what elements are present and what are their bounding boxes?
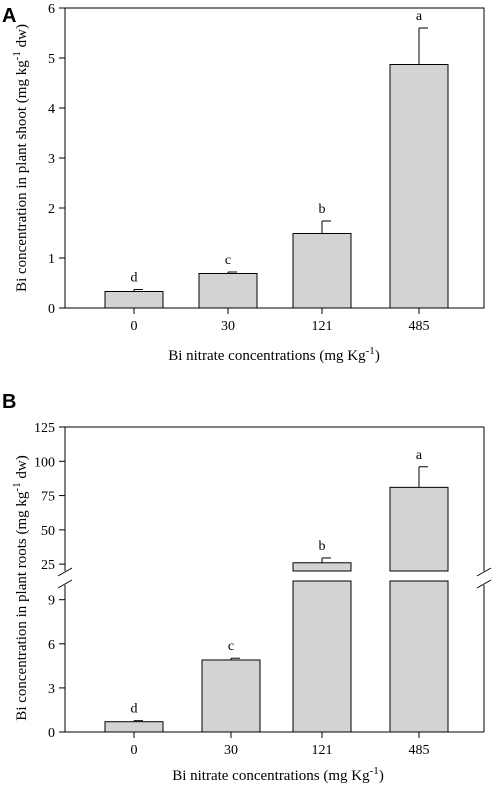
- panel-b-axis-break-mark-left: [57, 567, 73, 577]
- panel-a-significance-label: b: [319, 202, 326, 217]
- panel-b-ylabel-end: dw): [14, 455, 30, 482]
- panel-a-bar: [104, 291, 164, 309]
- panel-a-y-tick-label: 1: [48, 252, 55, 267]
- panel-b-x-tick-label: 0: [131, 743, 138, 758]
- panel-a-bar: [292, 233, 352, 309]
- panel-b-y-tick-label: 50: [41, 524, 55, 539]
- panel-a-x-tick-label: 485: [409, 319, 430, 334]
- panel-a-significance-label: a: [416, 9, 423, 24]
- panel-b-axis-break-mark-right: [476, 579, 492, 589]
- panel-b-bar: [201, 659, 261, 733]
- panel-b-axis-break-mark-right: [476, 567, 492, 577]
- panel-b-axis-break-mark-left: [57, 579, 73, 589]
- panel-a-y-tick-label: 3: [48, 152, 55, 167]
- panel-b-y-tick-label: 100: [34, 455, 55, 470]
- panel-b-xlabel-end: ): [379, 768, 384, 784]
- panel-a-bar: [198, 273, 258, 309]
- panel-b-y-tick-label: 6: [48, 638, 55, 653]
- panel-a-ylabel-end: dw): [14, 24, 30, 51]
- panel-a-axes: 0 1 2 3 4 5 6 0 30 121 485: [48, 2, 430, 334]
- panel-b-significance-label: b: [319, 539, 326, 554]
- panel-b-ylabel-main: Bi concentration in plant roots (mg kg: [14, 491, 30, 721]
- panel-b-bar-upper: [389, 486, 449, 572]
- panel-b-y-tick-label: 3: [48, 682, 55, 697]
- panel-b-letter: B: [2, 391, 16, 413]
- panel-a-y-tick-label: 6: [48, 2, 55, 17]
- panel-a-x-tick-label: 30: [221, 319, 235, 334]
- panel-a-xlabel-end: ): [375, 348, 380, 364]
- panel-a-x-tick-label: 0: [131, 319, 138, 334]
- panel-a-y-tick-label: 2: [48, 202, 55, 217]
- panel-a-y-tick-label: 4: [48, 102, 55, 117]
- panel-b-significance-label: d: [131, 702, 138, 717]
- panel-b-bar: [104, 721, 164, 733]
- panel-b-x-tick-label: 121: [312, 743, 333, 758]
- panel-a-ylabel-sup: -1: [11, 51, 23, 60]
- panel-b-x-tick-label: 485: [409, 743, 430, 758]
- panel-a-significance-label: c: [225, 253, 231, 268]
- panel-b-y-axis-title: Bi concentration in plant roots (mg kg-1…: [11, 455, 30, 720]
- panel-a-letter: A: [2, 5, 16, 27]
- panel-a-xlabel-main: Bi nitrate concentrations (mg Kg: [168, 348, 366, 364]
- panel-a: A 0 1 2 3 4 5 6 0 30 121 485 d c b a Bi nitrate conce…: [2, 2, 485, 364]
- panel-a-ylabel-main: Bi concentration in plant shoot (mg kg: [14, 60, 30, 292]
- panel-b: B 25 50 75 100 125 0 3 6 9 0 30 121 485 d c b a Bi nitr…: [2, 391, 492, 784]
- panel-a-y-tick-label: 5: [48, 52, 55, 67]
- panel-a-y-tick-label: 0: [48, 302, 55, 317]
- panel-a-bar: [389, 64, 449, 309]
- panel-b-xlabel-sup: -1: [370, 765, 379, 777]
- panel-b-xlabel-main: Bi nitrate concentrations (mg Kg: [172, 768, 370, 784]
- panel-b-bar-lower: [389, 580, 449, 733]
- panel-a-xlabel-sup: -1: [366, 345, 375, 357]
- panel-b-bar-lower: [292, 580, 352, 733]
- panel-b-y-tick-label: 9: [48, 594, 55, 609]
- panel-a-bars: d c b a: [104, 9, 449, 309]
- panel-b-axes: 25 50 75 100 125 0 3 6 9 0 30 121 485: [34, 421, 430, 758]
- panel-b-x-axis-title: Bi nitrate concentrations (mg Kg-1): [172, 765, 384, 784]
- panel-a-y-axis-title: Bi concentration in plant shoot (mg kg-1…: [11, 24, 30, 292]
- panel-b-x-tick-label: 30: [224, 743, 238, 758]
- panel-b-significance-label: c: [228, 639, 234, 654]
- panel-a-x-axis-title: Bi nitrate concentrations (mg Kg-1): [168, 345, 380, 364]
- panel-b-y-tick-label: 75: [41, 490, 55, 505]
- panel-b-bar-upper: [292, 562, 352, 572]
- panel-b-y-tick-label: 0: [48, 726, 55, 741]
- panel-b-significance-label: a: [416, 448, 423, 463]
- panel-b-ylabel-sup: -1: [11, 482, 23, 491]
- panel-b-y-tick-label: 25: [41, 558, 55, 573]
- panel-a-significance-label: d: [131, 271, 138, 286]
- panel-a-x-tick-label: 121: [312, 319, 333, 334]
- panel-b-y-tick-label: 125: [34, 421, 55, 436]
- panel-b-bars: d c b a: [104, 448, 449, 733]
- panel-b-plot-frame: [57, 426, 492, 733]
